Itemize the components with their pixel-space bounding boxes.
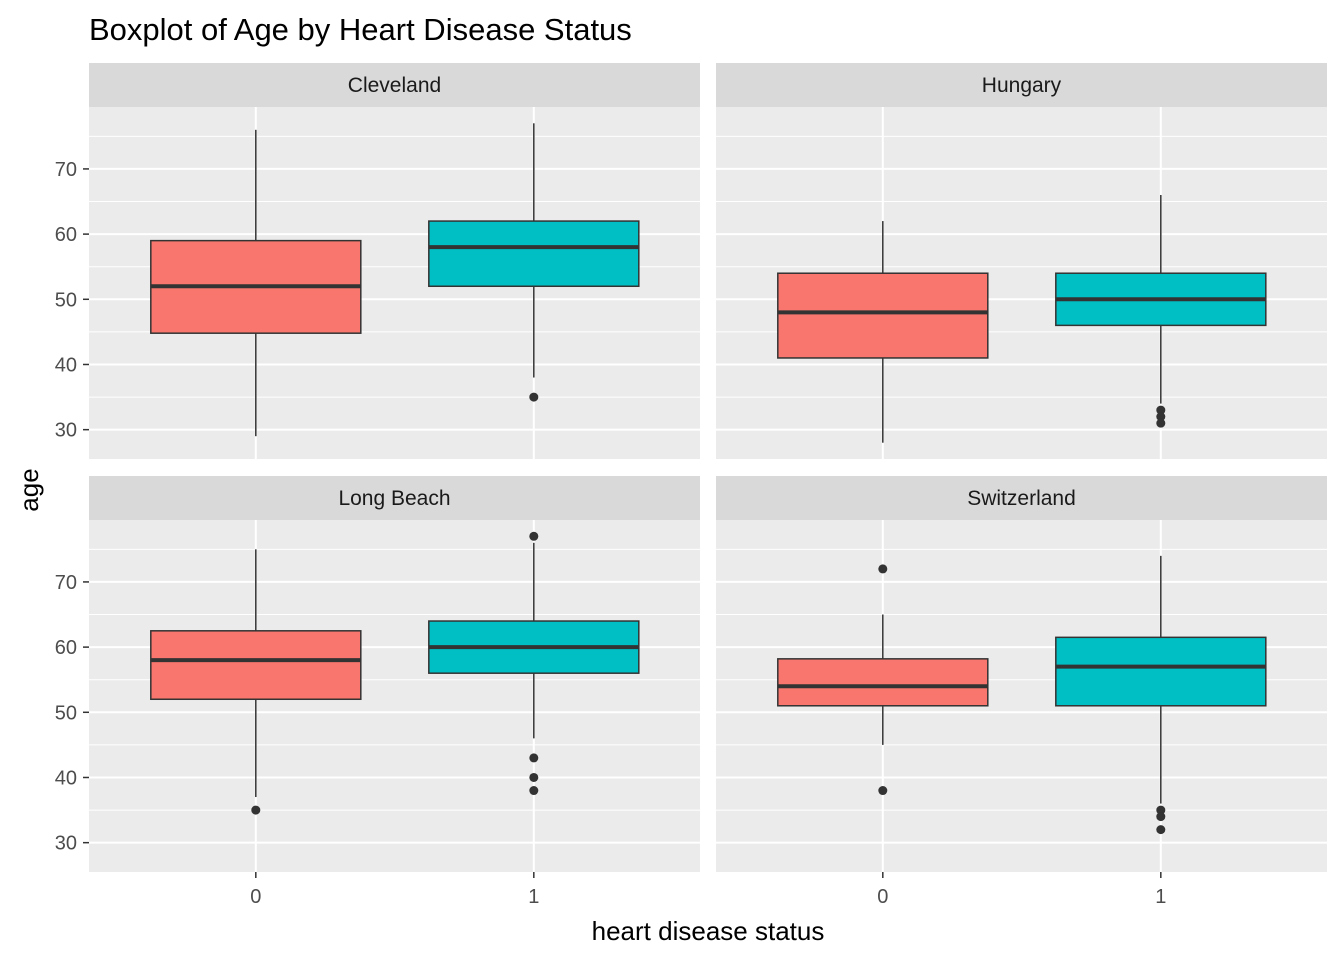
box-1 (428, 531, 640, 796)
y-tick-label: 50 (55, 289, 77, 311)
y-tick-label: 60 (55, 637, 77, 659)
facet-switzerland: Switzerland 0 1 (716, 476, 1327, 908)
facet-strip (89, 63, 700, 107)
y-tick-label: 40 (55, 354, 77, 376)
y-tick-label: 50 (55, 702, 77, 724)
outlier-point (529, 786, 539, 796)
box-1 (1055, 555, 1267, 835)
box-iqr (777, 658, 989, 707)
facet-cleveland: Cleveland 30 40 50 60 70 (55, 63, 700, 459)
outlier-point (251, 805, 261, 815)
box-0 (150, 129, 362, 437)
outlier-point (878, 786, 888, 796)
y-axis-title: age (14, 468, 44, 511)
facet-strip-label: Hungary (982, 74, 1062, 97)
facet-strip (716, 476, 1327, 520)
outlier-point (529, 772, 539, 782)
box-iqr (428, 220, 640, 288)
outlier-point (1156, 805, 1166, 815)
y-tick-label: 30 (55, 833, 77, 855)
box-0 (777, 564, 989, 796)
y-tick-label: 40 (55, 767, 77, 789)
x-axis-title: heart disease status (592, 916, 825, 946)
outlier-point (1156, 825, 1166, 835)
y-tick-label: 70 (55, 572, 77, 594)
outlier-point (878, 564, 888, 574)
box-1 (1055, 195, 1267, 428)
box-iqr (1055, 636, 1267, 707)
facet-strip-label: Switzerland (967, 487, 1076, 510)
facet-strip (716, 63, 1327, 107)
outlier-point (1156, 812, 1166, 822)
outlier-point (529, 753, 539, 763)
outlier-point (529, 531, 539, 541)
outlier-point (1156, 412, 1166, 422)
facet-strip-label: Long Beach (338, 487, 450, 510)
facet-panels: Cleveland 30 40 50 60 70 Hungary Long Beach 30 40… (55, 63, 1327, 908)
facet-strip (89, 476, 700, 520)
box-0 (777, 221, 989, 443)
x-tick-label: 1 (1155, 886, 1166, 908)
y-tick-label: 30 (55, 420, 77, 442)
outlier-point (1156, 418, 1166, 428)
facet-hungary: Hungary (716, 63, 1327, 459)
box-iqr (150, 630, 362, 701)
facet-strip-label: Cleveland (348, 74, 441, 97)
facet-long-beach: Long Beach 30 40 50 60 70 0 1 (55, 476, 700, 908)
x-tick-label: 0 (250, 886, 261, 908)
outlier-point (1156, 405, 1166, 415)
box-iqr (777, 272, 989, 359)
box-0 (150, 549, 362, 815)
y-tick-label: 70 (55, 159, 77, 181)
x-tick-label: 0 (877, 886, 888, 908)
box-1 (428, 123, 640, 402)
x-tick-label: 1 (528, 886, 539, 908)
chart-title: Boxplot of Age by Heart Disease Status (89, 12, 632, 47)
y-tick-label: 60 (55, 224, 77, 246)
outlier-point (529, 392, 539, 402)
